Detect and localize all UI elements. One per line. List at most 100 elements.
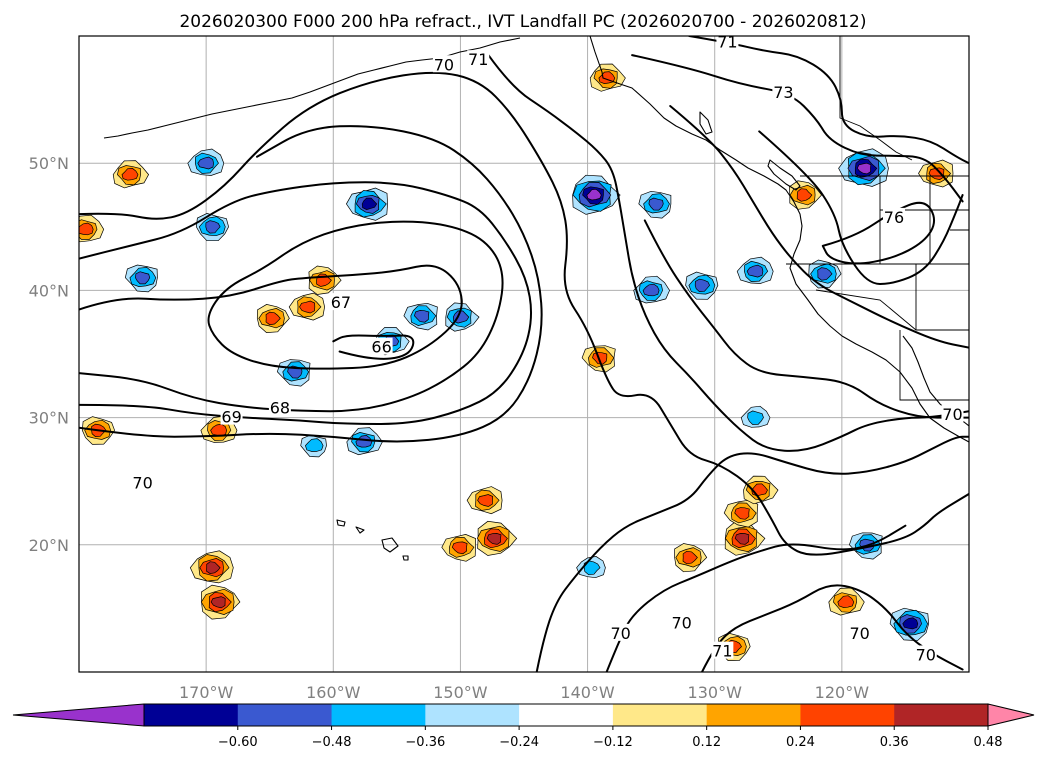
- colorbar-extend-high: [987, 703, 1035, 727]
- anomaly-shade: [265, 311, 281, 326]
- anomaly-shade: [902, 617, 919, 630]
- colorbar-segment: [519, 704, 614, 726]
- anomaly-shade: [299, 300, 316, 314]
- colorbar-segment: [706, 704, 801, 726]
- anomaly-shade: [206, 561, 221, 574]
- latitude-tick-label: 20°N: [29, 536, 69, 555]
- anomaly-shade: [205, 220, 221, 234]
- contour-label-halo: [941, 405, 964, 423]
- hawaii-islands: [336, 519, 409, 561]
- contour-label: 73: [773, 83, 793, 102]
- colorbar-segment: [612, 704, 708, 726]
- colorbar: −0.60 −0.48 −0.36 −0.24 −0.12 0.12 0.24 0.36 0.4…: [12, 703, 1035, 750]
- contour-label-halo: [268, 398, 291, 416]
- anomaly-shade: [694, 278, 711, 292]
- contour-label-halo: [882, 207, 905, 225]
- contour-label-halo: [329, 293, 352, 311]
- longitude-tick-label: 170°W: [179, 683, 234, 702]
- contour-label: 70: [942, 405, 962, 424]
- anomaly-shade: [135, 271, 151, 285]
- contour-69: [79, 125, 543, 443]
- contour-label: 76: [884, 208, 904, 227]
- contour-71: [688, 36, 969, 165]
- contour-73: [631, 54, 964, 203]
- alaska-border: [839, 36, 913, 161]
- contour-label-halo: [467, 50, 490, 68]
- anomaly-shade: [355, 435, 373, 448]
- colorbar-tick-label: −0.24: [499, 735, 539, 750]
- contour-label-halo: [914, 645, 937, 663]
- anomaly-shade: [486, 533, 502, 545]
- colorbar-tick-label: 0.12: [692, 735, 721, 750]
- anomaly-shade: [837, 595, 855, 608]
- anomaly-shade: [197, 156, 214, 170]
- refractivity-anomaly-fills: [79, 63, 954, 661]
- colorbar-segment: [425, 704, 520, 726]
- latitude-tick-label: 50°N: [29, 154, 69, 173]
- contour-label: 66: [371, 338, 391, 357]
- contour-label-halo: [220, 407, 243, 425]
- contour-label-halo: [848, 623, 871, 641]
- plot-frame: [78, 35, 970, 673]
- latitude-tick-labels: 20°N 30°N 40°N 50°N: [29, 154, 69, 555]
- longitude-tick-label: 160°W: [306, 683, 361, 702]
- anomaly-shade: [583, 560, 601, 576]
- vancouver-island: [767, 159, 801, 191]
- latitude-tick-label: 40°N: [29, 281, 69, 300]
- contour-label-halo: [370, 337, 393, 355]
- contour-75: [643, 219, 969, 419]
- anomaly-shade: [452, 310, 470, 324]
- colorbar-segment: [800, 704, 895, 726]
- contour-74: [669, 105, 969, 349]
- colorbar-tick-label: −0.12: [593, 735, 633, 750]
- anomaly-shade: [451, 541, 468, 555]
- contour-67: [79, 220, 504, 413]
- longitude-tick-label: 130°W: [688, 683, 743, 702]
- figure-title: 2026020300 F000 200 hPa refract., IVT La…: [179, 12, 866, 32]
- contour-label-halo: [711, 641, 734, 659]
- contour-label: 70: [610, 624, 630, 643]
- anomaly-shade: [121, 167, 139, 181]
- map-panel: 70 71 71 73 76 67 66 68 69 70 70 70 70 71 70 70 20°N 30°…: [29, 32, 970, 702]
- contour-70: [535, 435, 969, 672]
- contour-label: 70: [434, 55, 454, 74]
- contour-68: [79, 181, 533, 425]
- refractivity-contours: [79, 36, 969, 672]
- north-america-coastline: [589, 36, 969, 443]
- contour-label: 70: [849, 624, 869, 643]
- anomaly-shade: [747, 410, 764, 425]
- contour-label: 68: [270, 399, 290, 418]
- anomaly-shade: [734, 507, 750, 520]
- contour-labels: 70 71 71 73 76 67 66 68 69 70 70 70 70 71 70 70: [131, 32, 964, 664]
- latitude-tick-label: 30°N: [29, 409, 69, 428]
- anomaly-shade: [361, 197, 378, 210]
- contour-71: [487, 54, 969, 452]
- colorbar-segment: [237, 704, 333, 726]
- anomaly-shade: [856, 162, 872, 175]
- anomaly-shade: [586, 188, 602, 201]
- colorbar-tick-label: 0.36: [880, 735, 909, 750]
- contour-label-halo: [772, 83, 795, 101]
- contour-label: 70: [671, 614, 691, 633]
- contour-label: 71: [717, 32, 737, 51]
- anomaly-shade: [746, 264, 764, 278]
- colorbar-tick-label: 0.24: [786, 735, 815, 750]
- anomaly-shade: [796, 188, 813, 202]
- colorbar-segment: [894, 704, 989, 726]
- anomaly-shade: [817, 267, 833, 281]
- anomaly-shade: [79, 222, 94, 236]
- colorbar-tick-label: −0.60: [218, 735, 258, 750]
- contour-66: [332, 334, 415, 360]
- contour-label-halo: [131, 473, 154, 491]
- contour-71: [701, 584, 964, 672]
- anomaly-shade: [648, 197, 664, 211]
- anomaly-shade: [477, 494, 493, 507]
- colorbar-tick-label: 0.48: [974, 735, 1003, 750]
- longitude-tick-label: 150°W: [433, 683, 488, 702]
- colorbar-tick-label: −0.48: [312, 735, 352, 750]
- contour-label: 67: [331, 293, 351, 312]
- contour-label-halo: [432, 55, 455, 73]
- contour-label: 70: [132, 474, 152, 493]
- contour-label: 71: [712, 642, 732, 661]
